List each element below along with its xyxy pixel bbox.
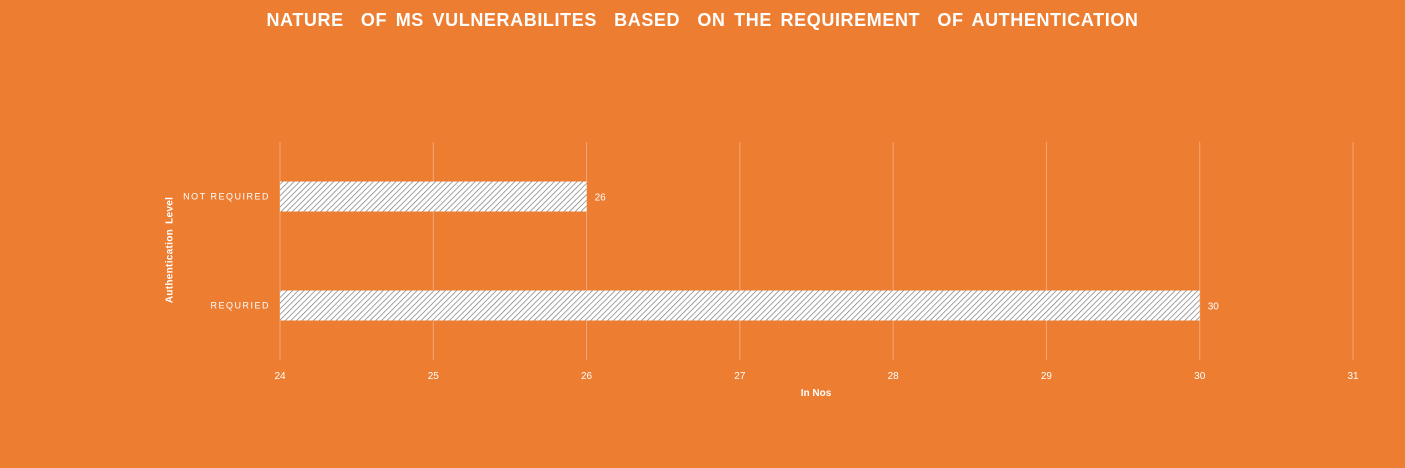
category-label: NOT REQUIRED	[183, 192, 270, 202]
x-tick-label: 24	[274, 371, 286, 382]
x-tick-label: 27	[734, 371, 746, 382]
bar-requried	[280, 290, 1200, 321]
x-tick-label: 26	[581, 371, 593, 382]
data-label: 26	[595, 193, 607, 204]
bars: NOT REQUIRED 26 REQURIED 30	[183, 181, 1220, 321]
data-label: 30	[1208, 302, 1220, 313]
chart-title: NATURE OF MS VULNERABILITES BASED ON THE…	[266, 10, 1139, 30]
x-axis-ticks: 24 25 26 27 28 29 30 31	[274, 371, 1359, 382]
gridlines	[279, 142, 1354, 360]
x-tick-label: 28	[888, 371, 900, 382]
x-tick-label: 29	[1041, 371, 1053, 382]
bar-not-required	[280, 181, 587, 212]
x-axis-label: In Nos	[800, 388, 832, 399]
y-axis-label: Authentication Level	[164, 196, 176, 304]
category-label: REQURIED	[210, 301, 270, 311]
x-tick-label: 30	[1194, 371, 1206, 382]
x-tick-label: 31	[1347, 371, 1359, 382]
x-tick-label: 25	[428, 371, 440, 382]
